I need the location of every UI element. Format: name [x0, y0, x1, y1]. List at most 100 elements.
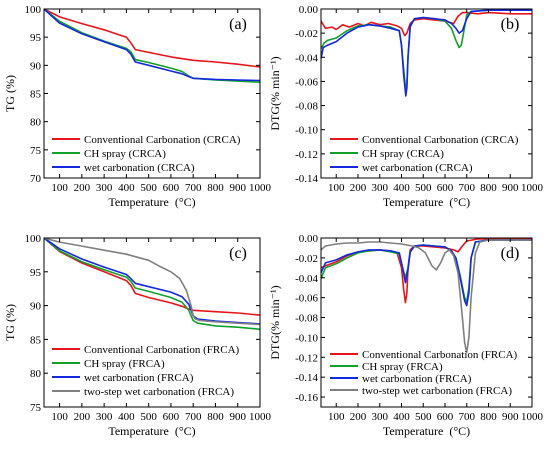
y-tick-label: -0.10 — [295, 332, 318, 344]
legend-entry: CH spray (FRCA) — [362, 361, 443, 373]
x-axis-label: Temperature (°C) — [383, 195, 470, 209]
x-tick-label: 100 — [51, 411, 68, 423]
panel-label: (a) — [229, 16, 247, 33]
x-tick-label: 1000 — [521, 411, 544, 423]
chart-panel-4: 100 200 300 400 500 600 700 800 900 1000 -0.16 -0.1… — [268, 233, 544, 438]
legend-entry: wet carbonation (FRCA) — [84, 372, 194, 384]
series-line-3-4 — [44, 238, 260, 326]
chart-panel-3: 100 200 300 400 500 600 700 800 900 1000 75 80 85 90 9… — [3, 233, 272, 438]
y-axis-label: DTG(% min⁻¹) — [268, 56, 282, 130]
x-tick-label: 800 — [480, 411, 497, 423]
y-tick-label: 0.00 — [299, 233, 319, 245]
y-tick-label: -0.14 — [295, 372, 318, 384]
y-axis-label: DTG(% min⁻¹) — [268, 285, 282, 359]
legend-entry: Conventional Carbonation (FRCA) — [362, 349, 518, 361]
x-tick-label: 600 — [163, 182, 180, 194]
y-tick-label: 80 — [30, 368, 42, 380]
legend-entry: Conventional Carbonation (CRCA) — [362, 134, 519, 146]
legend-entry: CH spray (CRCA) — [84, 148, 166, 160]
y-tick-label: 95 — [30, 32, 42, 44]
y-tick-label: 80 — [30, 117, 42, 129]
legend-entry: two-step wet carbonation (FRCA) — [84, 386, 234, 398]
x-tick-label: 300 — [371, 182, 388, 194]
series-line-2-3 — [321, 9, 532, 97]
x-tick-label: 900 — [502, 411, 519, 423]
legend-entry: Conventional Carbonation (CRCA) — [84, 134, 241, 146]
x-tick-label: 500 — [140, 411, 157, 423]
legend-entry: two-step wet carbonation (FRCA) — [362, 385, 512, 397]
y-axis-label: TG (%) — [3, 304, 17, 341]
x-tick-label: 100 — [328, 182, 345, 194]
y-tick-label: -0.04 — [295, 52, 318, 64]
x-tick-label: 100 — [51, 182, 68, 194]
legend-entry: CH spray (CRCA) — [362, 148, 444, 160]
panel-label: (b) — [501, 16, 520, 33]
y-axis-label: TG (%) — [3, 75, 17, 112]
y-tick-label: 100 — [25, 4, 42, 16]
x-tick-label: 1000 — [249, 182, 272, 194]
x-tick-label: 900 — [229, 411, 246, 423]
series-line-3-2 — [44, 238, 260, 331]
x-tick-label: 300 — [96, 411, 113, 423]
series-line-3-1 — [44, 238, 260, 316]
y-tick-label: 90 — [30, 301, 42, 313]
x-axis-label: Temperature (°C) — [108, 195, 195, 209]
x-tick-label: 700 — [185, 411, 202, 423]
y-tick-label: 75 — [30, 145, 42, 157]
x-tick-label: 300 — [96, 182, 113, 194]
y-tick-label: -0.12 — [295, 149, 318, 161]
series-line-2-1 — [321, 11, 532, 37]
y-tick-label: 90 — [30, 60, 42, 72]
x-tick-label: 600 — [437, 182, 454, 194]
x-tick-label: 300 — [371, 411, 388, 423]
x-tick-label: 200 — [350, 411, 367, 423]
x-tick-label: 400 — [118, 182, 135, 194]
x-tick-label: 200 — [74, 411, 91, 423]
x-tick-label: 800 — [207, 411, 224, 423]
x-tick-label: 100 — [328, 411, 345, 423]
chart-panel-1: 100 200 300 400 500 600 700 800 900 1000 70 75 80 85 9… — [3, 4, 272, 209]
x-tick-label: 800 — [207, 182, 224, 194]
x-tick-label: 400 — [393, 182, 410, 194]
series-line-1-3 — [44, 9, 260, 82]
y-tick-label: -0.02 — [295, 253, 318, 265]
x-tick-label: 700 — [458, 182, 475, 194]
x-tick-label: 600 — [437, 411, 454, 423]
x-tick-label: 500 — [415, 411, 432, 423]
y-tick-label: -0.04 — [295, 273, 318, 285]
y-tick-label: -0.08 — [295, 101, 318, 113]
y-tick-label: 85 — [30, 89, 42, 101]
y-tick-label: -0.12 — [295, 352, 318, 364]
y-tick-label: 85 — [30, 334, 42, 346]
legend-entry: Conventional Carbonation (FRCA) — [84, 344, 240, 356]
y-tick-label: 75 — [30, 402, 42, 414]
panel-label: (c) — [229, 245, 247, 262]
y-tick-label: -0.14 — [295, 173, 318, 185]
x-axis-label: Temperature (°C) — [383, 424, 470, 438]
x-tick-label: 900 — [229, 182, 246, 194]
x-axis-label: Temperature (°C) — [108, 424, 195, 438]
y-tick-label: 95 — [30, 267, 42, 279]
x-tick-label: 500 — [140, 182, 157, 194]
x-tick-label: 1000 — [249, 411, 272, 423]
y-tick-label: 70 — [30, 173, 42, 185]
series-line-4-4 — [321, 239, 532, 354]
panel-label: (d) — [501, 245, 520, 262]
x-tick-label: 1000 — [521, 182, 544, 194]
y-tick-label: -0.08 — [295, 313, 318, 325]
series-line-1-1 — [44, 9, 260, 68]
legend-entry: wet carbonation (CRCA) — [362, 162, 473, 174]
x-tick-label: 700 — [185, 182, 202, 194]
x-tick-label: 400 — [393, 411, 410, 423]
x-tick-label: 200 — [350, 182, 367, 194]
y-tick-label: -0.10 — [295, 125, 318, 137]
x-tick-label: 600 — [163, 411, 180, 423]
y-tick-label: 0.00 — [299, 4, 319, 16]
legend-entry: wet carbonation (FRCA) — [362, 373, 472, 385]
x-tick-label: 700 — [458, 411, 475, 423]
plot-frame — [43, 237, 261, 408]
x-tick-label: 400 — [118, 411, 135, 423]
legend-entry: wet carbonation (CRCA) — [84, 162, 195, 174]
plot-frame — [320, 8, 533, 179]
